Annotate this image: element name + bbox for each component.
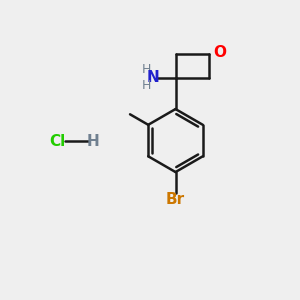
Text: H: H [142,63,151,76]
Text: H: H [87,134,99,148]
Text: Cl: Cl [49,134,65,148]
Text: O: O [213,45,226,60]
Text: Br: Br [166,192,185,207]
Text: H: H [142,79,151,92]
Text: N: N [147,70,159,85]
